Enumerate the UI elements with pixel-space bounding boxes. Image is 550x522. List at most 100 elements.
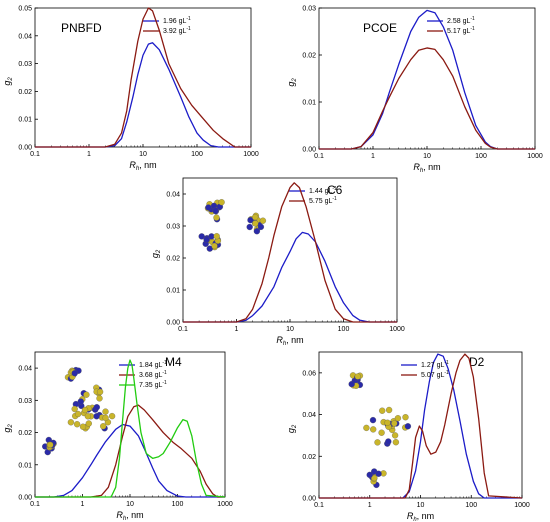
x-axis-label: Rh, nm xyxy=(413,162,440,174)
x-tick-label: 100 xyxy=(465,502,477,509)
x-tick-label: 1000 xyxy=(243,151,259,158)
molecule-bead xyxy=(93,404,100,411)
x-tick-label: 1 xyxy=(81,501,85,508)
x-axis-label: Rh, nm xyxy=(276,335,303,347)
legend-entry: 1.84 gL-1 xyxy=(139,360,167,369)
y-axis-label: g2 xyxy=(286,424,298,433)
series-line-0 xyxy=(319,9,535,150)
molecule-bead xyxy=(84,413,92,420)
plot-frame xyxy=(318,7,536,150)
molecule-bead xyxy=(74,410,82,418)
series-line-2 xyxy=(35,359,226,498)
x-tick-label: 10 xyxy=(139,151,147,158)
x-tick-label: 0.1 xyxy=(30,501,40,508)
panel-title: PNBFD xyxy=(61,21,102,35)
x-tick-label: 1 xyxy=(368,502,372,509)
molecule-bead xyxy=(102,414,109,422)
x-axis-label: Rh, nm xyxy=(116,510,143,522)
molecule-bead xyxy=(205,204,212,211)
molecule-bead xyxy=(96,395,103,402)
x-axis-label: Rh, nm xyxy=(129,160,156,172)
x-tick-label: 100 xyxy=(475,153,487,160)
y-tick-label: 0.03 xyxy=(166,224,180,231)
m4-molecule-illustration xyxy=(64,366,82,382)
molecule-bead xyxy=(354,373,361,380)
panel-title: C6 xyxy=(327,183,343,197)
legend-entry: 1.27 gL-1 xyxy=(421,360,449,369)
x-tick-label: 1 xyxy=(87,151,91,158)
molecule-bead xyxy=(246,223,253,231)
legend-entry: 5.07 gL-1 xyxy=(421,370,449,379)
molecule-bead xyxy=(212,207,219,214)
molecule-bead xyxy=(71,405,78,413)
y-tick-label: 0.00 xyxy=(166,320,180,327)
chart-panel-0: 0.1 1 10 100 1000 0.00 0.01 0.02 0.03 0.04 0.05 Rh,… xyxy=(2,6,259,173)
molecule-bead xyxy=(391,432,399,439)
y-tick-label: 0.06 xyxy=(302,370,316,377)
x-tick-label: 1000 xyxy=(527,153,543,160)
x-tick-label: 1 xyxy=(235,326,239,333)
series-line-1 xyxy=(319,353,523,499)
y-tick-label: 0.00 xyxy=(302,147,316,154)
series-line-1 xyxy=(183,182,397,323)
y-tick-label: 0.02 xyxy=(18,430,32,437)
legend-entry: 1.44 gL-1 xyxy=(309,186,337,195)
y-tick-label: 0.05 xyxy=(18,6,32,13)
y-tick-label: 0.01 xyxy=(18,117,32,124)
molecule-bead xyxy=(79,423,87,430)
chart-panel-2: 0.1 1 10 100 1000 0.00 0.01 0.02 0.03 0.04 Rh, nm g… xyxy=(150,177,405,347)
molecule-bead xyxy=(366,471,373,479)
chart-panel-3: 0.1 1 10 100 1000 0.00 0.01 0.02 0.03 0.04 Rh, nm g… xyxy=(2,351,233,522)
y-tick-label: 0.01 xyxy=(166,288,180,295)
y-tick-label: 0.02 xyxy=(18,89,32,96)
series-line-0 xyxy=(35,42,251,148)
molecule-bead xyxy=(102,408,109,415)
x-tick-label: 100 xyxy=(338,326,350,333)
y-tick-label: 0.02 xyxy=(302,454,316,461)
series-line-0 xyxy=(183,231,397,323)
x-tick-label: 10 xyxy=(286,326,294,333)
legend-entry: 3.68 gL-1 xyxy=(139,370,167,379)
m4-molecule-illustration xyxy=(67,384,116,432)
x-tick-label: 1 xyxy=(371,153,375,160)
y-axis-label: g2 xyxy=(2,77,14,86)
x-tick-label: 1000 xyxy=(514,502,530,509)
molecule-bead xyxy=(211,242,218,250)
molecule-bead xyxy=(378,429,385,436)
molecule-bead xyxy=(379,407,386,414)
y-tick-label: 0.03 xyxy=(18,61,32,68)
x-tick-label: 0.1 xyxy=(314,502,324,509)
x-axis-label: Rh, nm xyxy=(407,511,434,522)
molecule-bead xyxy=(404,423,412,430)
panel-title: M4 xyxy=(165,355,182,369)
panel-title: D2 xyxy=(469,355,485,369)
series-line-1 xyxy=(319,47,535,150)
molecule-bead xyxy=(370,426,377,433)
c6-molecule-illustration xyxy=(198,233,222,252)
molecule-bead xyxy=(83,391,90,398)
chart-panel-4: 0.1 1 10 100 1000 0.00 0.02 0.04 0.06 Rh, nm g2 D2 1… xyxy=(286,351,530,522)
x-tick-label: 1000 xyxy=(217,501,233,508)
plot-frame xyxy=(34,351,226,498)
molecule-bead xyxy=(85,420,92,427)
chart-panel-1: 0.1 1 10 100 1000 0.00 0.01 0.02 0.03 Rh, nm g2 PCO… xyxy=(286,6,543,175)
x-tick-label: 0.1 xyxy=(30,151,40,158)
molecule-bead xyxy=(67,419,75,426)
x-tick-label: 10 xyxy=(417,502,425,509)
y-tick-label: 0.04 xyxy=(18,366,32,373)
series-line-1 xyxy=(35,7,251,148)
molecule-bead xyxy=(96,388,104,396)
molecule-bead xyxy=(252,220,259,227)
molecule-bead xyxy=(203,236,210,243)
d2-molecule-illustration xyxy=(363,406,412,447)
y-tick-label: 0.04 xyxy=(166,192,180,199)
molecule-bead xyxy=(81,406,89,414)
molecule-bead xyxy=(259,217,267,224)
x-tick-label: 10 xyxy=(423,153,431,160)
molecule-bead xyxy=(47,441,54,449)
legend-entry: 1.96 gL-1 xyxy=(163,16,191,25)
molecule-bead xyxy=(391,420,398,427)
y-tick-label: 0.00 xyxy=(302,496,316,503)
molecule-bead xyxy=(108,412,116,420)
